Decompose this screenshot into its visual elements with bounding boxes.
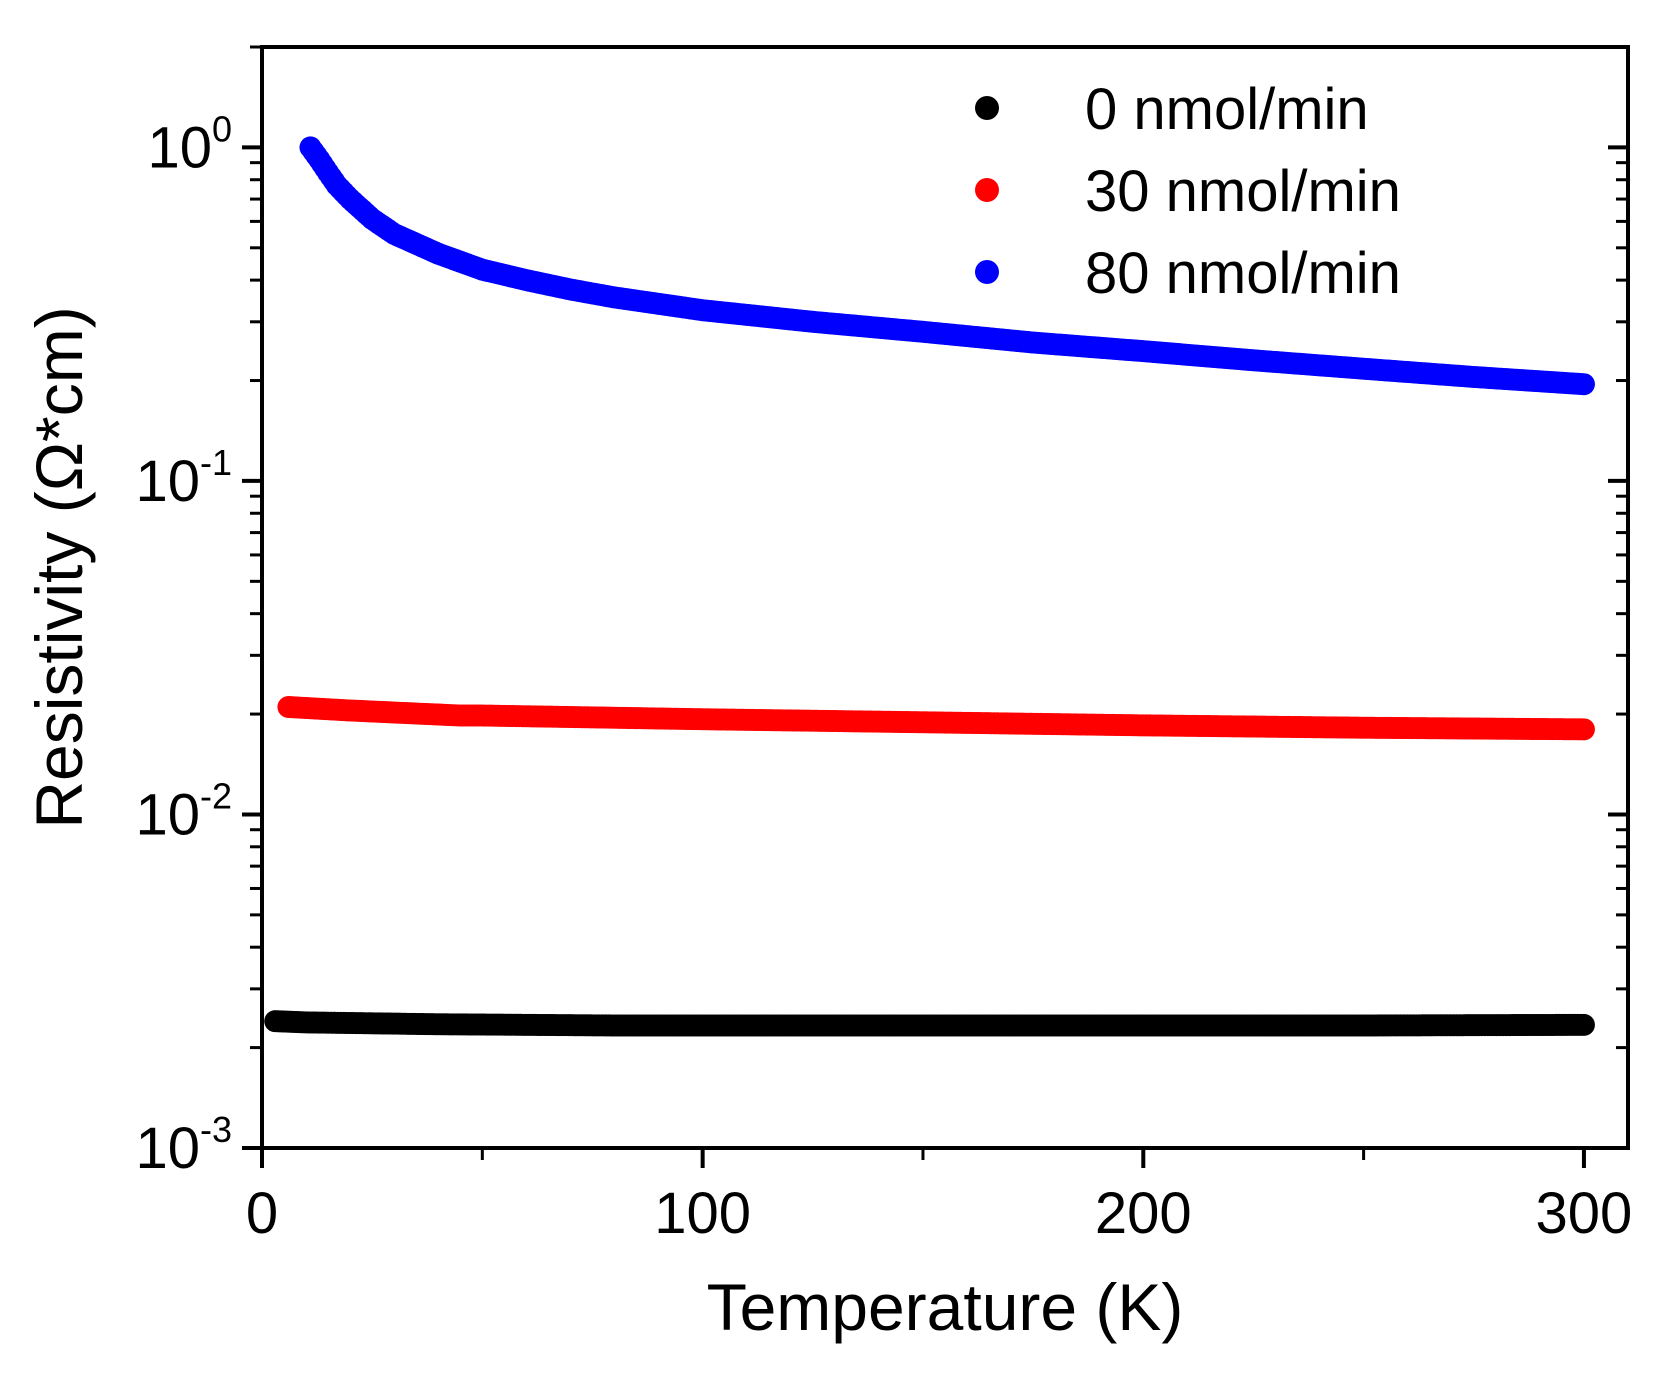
y-tick-label: 10-2 [135, 775, 232, 847]
legend: 0 nmol/min 30 nmol/min 80 nmol/min [975, 77, 1401, 306]
x-tick-label: 100 [654, 1181, 751, 1246]
x-tick-label: 300 [1536, 1181, 1633, 1246]
legend-label: 0 nmol/min [1085, 77, 1369, 142]
y-tick-base: 10 [147, 115, 212, 180]
y-tick-exponent: -2 [200, 775, 232, 816]
series-2 [299, 136, 1595, 396]
plot-frame [260, 45, 1630, 1150]
y-axis-title: Resistivity (Ω*cm) [22, 306, 96, 828]
y-tick-base: 10 [135, 1116, 200, 1181]
y-tick-base: 10 [135, 782, 200, 847]
x-tick-label: 200 [1095, 1181, 1192, 1246]
data-point [1572, 373, 1595, 396]
y-tick-exponent: 0 [212, 108, 232, 149]
legend-marker [975, 178, 999, 202]
y-tick-exponent: -1 [200, 442, 232, 483]
ticks-layer [242, 45, 1628, 1168]
y-tick-base: 10 [135, 449, 200, 514]
series-0 [264, 1010, 1595, 1037]
legend-marker [975, 96, 999, 120]
legend-label: 80 nmol/min [1085, 241, 1401, 306]
y-tick-exponent: -3 [200, 1109, 232, 1150]
data-point [1572, 718, 1595, 741]
series-layer [264, 136, 1595, 1037]
y-tick-label: 10-3 [135, 1109, 232, 1181]
x-axis-title: Temperature (K) [707, 1270, 1184, 1344]
x-tick-label: 0 [246, 1181, 278, 1246]
legend-label: 30 nmol/min [1085, 159, 1401, 224]
data-point [1572, 1013, 1595, 1036]
series-1 [277, 695, 1595, 741]
legend-marker [975, 260, 999, 284]
y-tick-label: 10-1 [135, 442, 232, 514]
y-tick-label: 100 [147, 108, 232, 180]
